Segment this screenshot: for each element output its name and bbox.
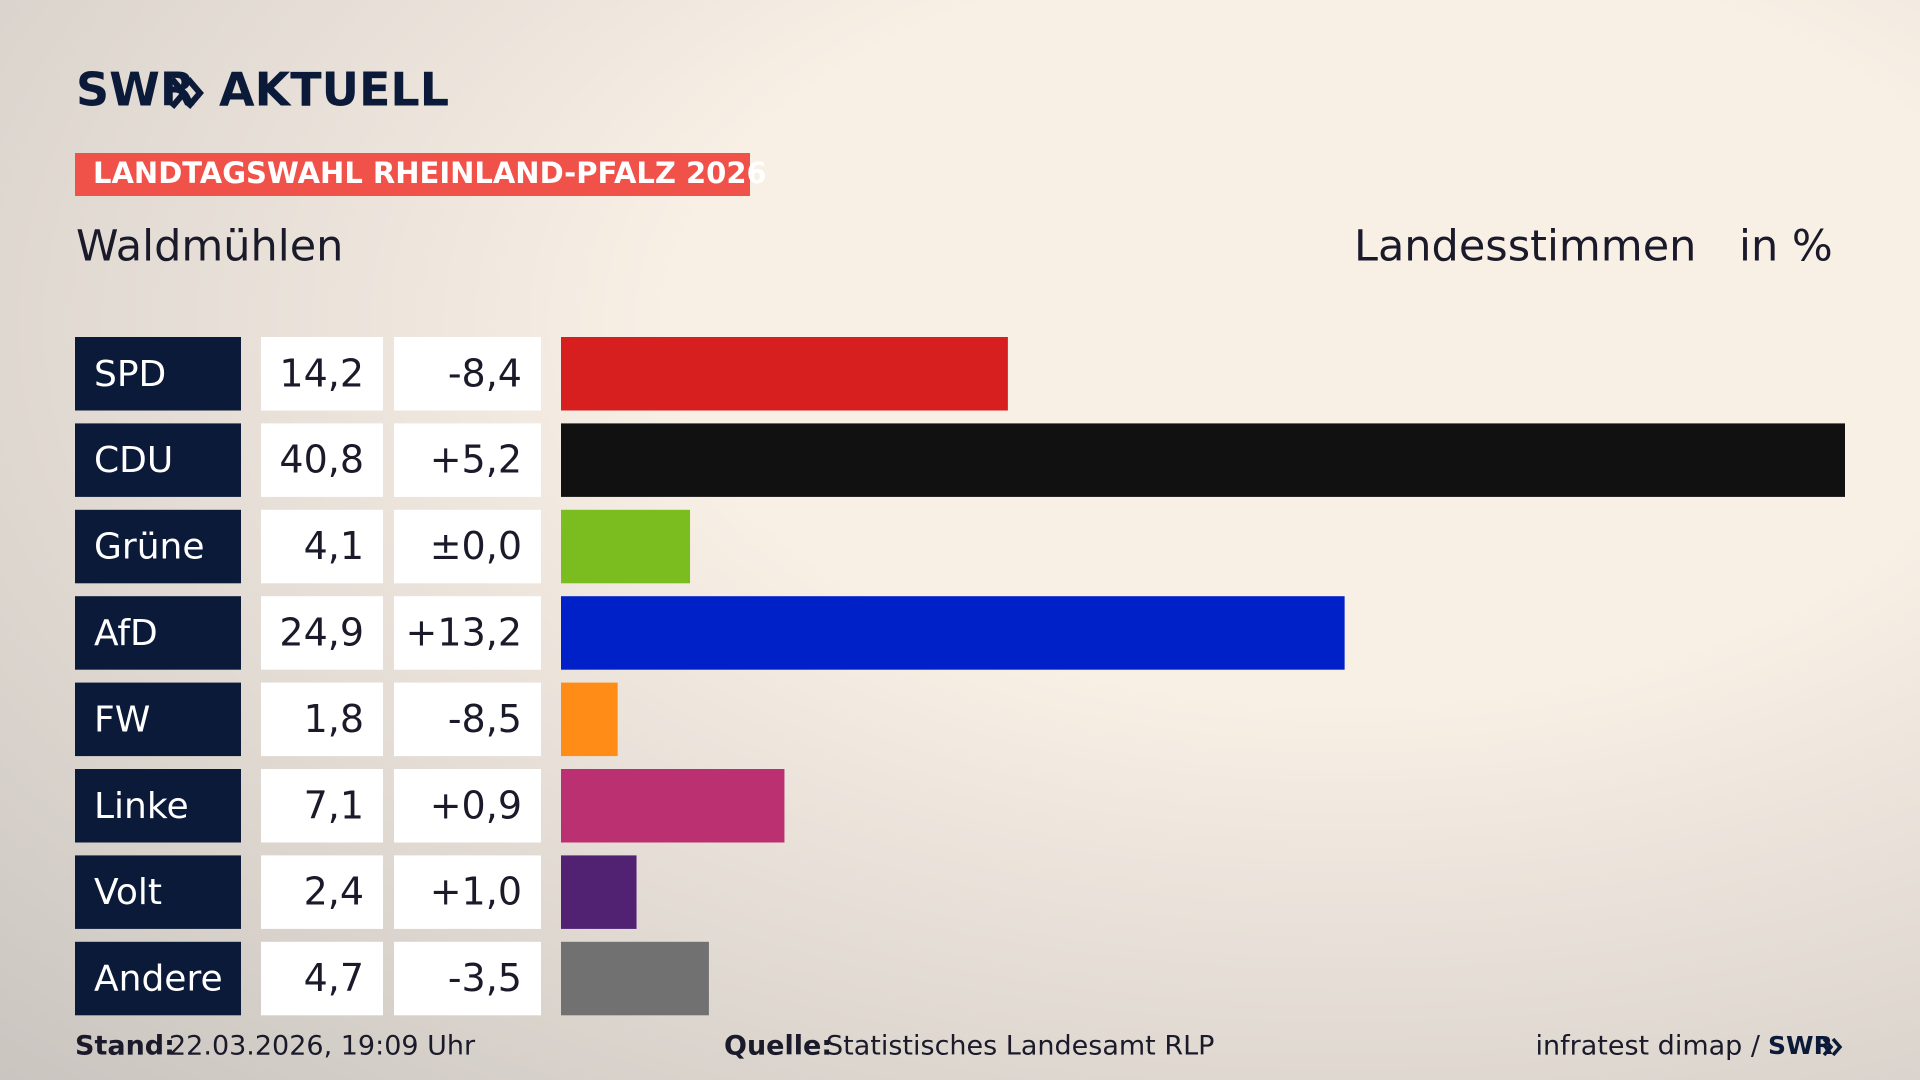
change-box — [394, 337, 541, 411]
change-label: -8,5 — [448, 697, 522, 741]
change-box — [394, 423, 541, 497]
stand-label: Stand: — [75, 1031, 175, 1062]
change-box — [394, 509, 541, 584]
change-box — [394, 682, 541, 757]
unit-label: in % — [1739, 222, 1833, 272]
party-label: FW — [94, 699, 150, 740]
credit-chevrons — [1822, 1037, 1843, 1057]
value-box — [261, 682, 383, 757]
change-box — [394, 769, 541, 843]
bar — [561, 423, 1845, 497]
stand: 22.03.2026, 19:09 Uhr — [169, 1031, 476, 1062]
party-box — [75, 941, 241, 1016]
party-box — [75, 682, 241, 757]
party-label: CDU — [94, 440, 173, 481]
party-box — [75, 423, 241, 497]
change-label: +13,2 — [406, 610, 522, 654]
bar — [561, 769, 785, 843]
source-label: Quelle: — [724, 1031, 832, 1062]
value-label: 1,8 — [304, 697, 364, 741]
value-label: 7,1 — [304, 783, 364, 827]
source: Statistisches Landesamt RLP — [826, 1031, 1214, 1062]
value-label: 2,4 — [304, 870, 364, 914]
party-box — [75, 509, 241, 584]
party-label: AfD — [94, 613, 158, 654]
bar — [561, 855, 637, 929]
bar — [561, 509, 691, 584]
value-box — [261, 596, 383, 670]
credit: infratest dimap / — [1535, 1031, 1760, 1062]
change-label: -8,4 — [448, 351, 522, 395]
measure-label: Landesstimmen — [1354, 222, 1696, 272]
party-label: Volt — [94, 872, 162, 913]
value-box — [261, 423, 383, 497]
change-label: -3,5 — [448, 956, 522, 1000]
change-label: ±0,0 — [430, 524, 522, 568]
party-label: Grüne — [94, 527, 204, 568]
credit-logo: SWR — [1768, 1031, 1833, 1060]
bar — [561, 337, 1008, 411]
value-box — [261, 941, 383, 1016]
value-box — [261, 855, 383, 929]
change-box — [394, 596, 541, 670]
bar — [561, 682, 618, 757]
change-box — [394, 855, 541, 929]
change-label: +0,9 — [430, 783, 522, 827]
value-label: 4,1 — [304, 524, 364, 568]
party-box — [75, 855, 241, 929]
title-banner — [75, 153, 750, 196]
rows: SPD 14,2 -8,4 CDU 40,8 +5,2 Grüne 4,1 ±0,0 AfD 24,… — [75, 337, 1845, 1016]
change-box — [394, 941, 541, 1016]
value-label: 14,2 — [279, 351, 364, 395]
party-box — [75, 337, 241, 411]
value-label: 24,9 — [279, 610, 364, 654]
bar — [561, 596, 1345, 670]
party-box — [75, 769, 241, 843]
logo-text: AKTUELL — [219, 63, 449, 117]
party-label: SPD — [94, 354, 166, 395]
chart-subtitle: Waldmühlen — [76, 222, 343, 272]
logo-chevrons — [169, 77, 204, 109]
value-label: 40,8 — [279, 438, 364, 482]
party-box — [75, 596, 241, 670]
party-label: Linke — [94, 786, 189, 827]
value-label: 4,7 — [304, 956, 364, 1000]
change-label: +1,0 — [430, 870, 522, 914]
chart-title: LANDTAGSWAHL RHEINLAND-PFALZ 2026 — [93, 156, 767, 190]
bar — [561, 941, 709, 1016]
value-box — [261, 509, 383, 584]
change-label: +5,2 — [430, 438, 522, 482]
value-box — [261, 769, 383, 843]
party-label: Andere — [94, 959, 223, 1000]
value-box — [261, 337, 383, 411]
